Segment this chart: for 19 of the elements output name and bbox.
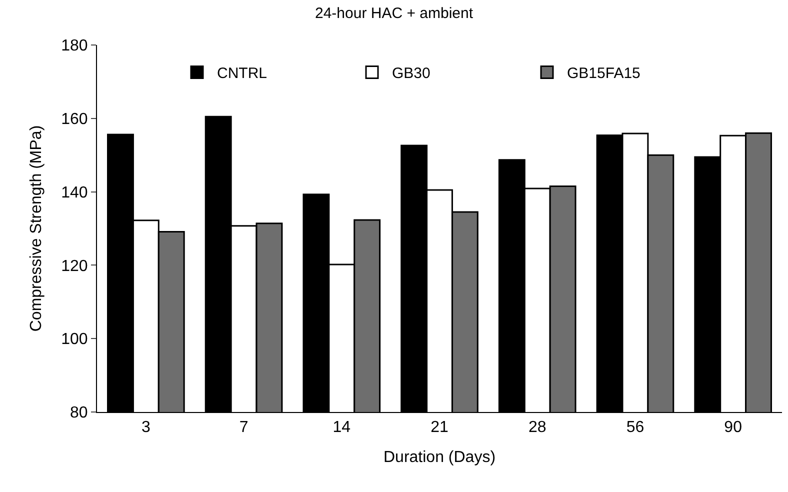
- y-tick-label: 180: [61, 38, 88, 55]
- x-tick-label: 56: [626, 419, 644, 436]
- x-axis-title: Duration (Days): [383, 448, 496, 466]
- x-tick-label: 21: [430, 419, 448, 436]
- x-tick-label: 7: [239, 419, 248, 436]
- x-tick-label: 14: [332, 419, 351, 436]
- x-tick-label: 28: [528, 419, 546, 436]
- x-tick-label: 3: [141, 419, 150, 436]
- y-tick-label: 140: [61, 184, 88, 202]
- chart-title: 24-hour HAC + ambient: [315, 4, 474, 22]
- legend-label: CNTRL: [217, 65, 268, 82]
- legend-label: GB15FA15: [567, 65, 640, 82]
- y-tick-label: 120: [61, 258, 88, 275]
- x-tick-label: 90: [724, 419, 742, 436]
- y-tick-label: 100: [61, 331, 88, 348]
- y-tick-label: 80: [70, 404, 88, 422]
- y-tick-label: 160: [61, 111, 88, 128]
- y-axis-title: Compressive Strength (MPa): [28, 125, 45, 332]
- legend-label: GB30: [392, 65, 430, 82]
